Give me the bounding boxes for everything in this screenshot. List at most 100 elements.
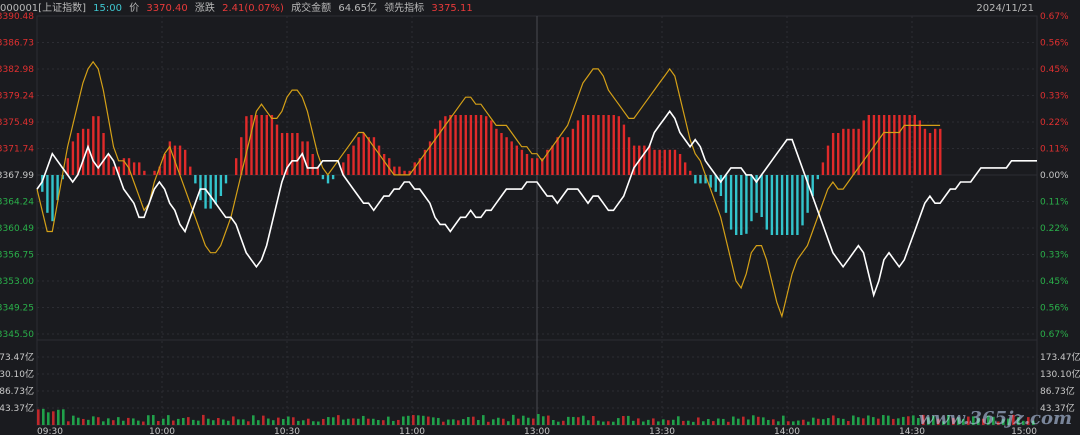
y-tick-label: 3382.98 bbox=[0, 65, 34, 75]
volume-bar bbox=[347, 418, 350, 425]
divergence-bar bbox=[393, 166, 396, 175]
divergence-bar bbox=[801, 175, 804, 226]
volume-bar bbox=[527, 417, 530, 425]
volume-bar bbox=[667, 420, 670, 425]
volume-bar bbox=[187, 417, 190, 425]
divergence-bar bbox=[245, 116, 248, 175]
volume-bar bbox=[652, 418, 655, 425]
divergence-bar bbox=[898, 115, 901, 175]
divergence-bar bbox=[740, 175, 743, 235]
divergence-bar bbox=[479, 115, 483, 175]
divergence-bar bbox=[280, 133, 284, 175]
divergence-bar bbox=[474, 115, 478, 175]
volume-bar bbox=[1007, 418, 1010, 425]
volume-bar bbox=[752, 415, 755, 425]
volume-bar bbox=[962, 419, 965, 425]
volume-bar bbox=[357, 418, 360, 425]
volume-bar bbox=[917, 418, 920, 425]
volume-bar bbox=[642, 421, 645, 425]
divergence-bar bbox=[76, 133, 80, 175]
volume-bar bbox=[827, 418, 830, 425]
divergence-bar bbox=[852, 128, 855, 175]
divergence-bar bbox=[525, 154, 529, 175]
volume-bar bbox=[212, 420, 215, 425]
volume-bar bbox=[747, 419, 750, 425]
divergence-bar bbox=[602, 115, 605, 175]
volume-bar bbox=[92, 416, 95, 425]
volume-bar bbox=[307, 418, 310, 425]
volume-bar bbox=[252, 415, 255, 425]
volume-bar bbox=[662, 419, 665, 425]
volume-bar bbox=[37, 409, 40, 425]
volume-bar bbox=[602, 421, 605, 425]
volume-bar bbox=[707, 419, 710, 425]
divergence-bar bbox=[444, 116, 447, 175]
volume-bar bbox=[482, 415, 485, 425]
volume-bar bbox=[607, 421, 610, 425]
volume-bar bbox=[882, 415, 885, 425]
y-tick-label-right: 0.67% bbox=[1040, 330, 1069, 340]
volume-bar bbox=[892, 418, 895, 425]
volume-bar bbox=[952, 417, 955, 425]
divergence-bar bbox=[908, 115, 911, 175]
y-tick-label: 3364.24 bbox=[0, 198, 34, 208]
divergence-bar bbox=[362, 133, 365, 175]
divergence-bar bbox=[326, 175, 330, 184]
divergence-bar bbox=[250, 115, 253, 175]
y-tick-label: 3379.24 bbox=[0, 92, 34, 102]
divergence-bar bbox=[342, 162, 345, 175]
y-tick-label: 3390.48 bbox=[0, 12, 34, 22]
volume-bar bbox=[782, 415, 785, 425]
volume-bar bbox=[537, 414, 540, 425]
volume-bar bbox=[907, 416, 910, 425]
price-label: 价 bbox=[129, 3, 140, 14]
quote-header: 000001[上证指数] 15:00 价 3370.40 涨跌 2.41(0.0… bbox=[0, 0, 1080, 18]
volume-bar bbox=[1017, 417, 1020, 425]
change-value: 2.41(0.07%) bbox=[222, 3, 284, 14]
divergence-bar bbox=[786, 175, 789, 235]
volume-bar bbox=[207, 418, 210, 425]
change-label: 涨跌 bbox=[194, 3, 215, 14]
divergence-bar bbox=[663, 149, 666, 175]
volume-bar bbox=[787, 421, 790, 425]
divergence-bar bbox=[484, 116, 488, 175]
volume-bar bbox=[742, 416, 745, 425]
divergence-bar bbox=[204, 175, 207, 209]
y-tick-label: 3349.25 bbox=[0, 304, 34, 314]
volume-bar bbox=[717, 418, 720, 425]
divergence-bar bbox=[352, 145, 355, 175]
divergence-bar bbox=[581, 115, 585, 175]
volume-bar bbox=[842, 418, 845, 425]
divergence-bar bbox=[928, 133, 932, 175]
divergence-bar bbox=[219, 175, 223, 196]
divergence-bar bbox=[224, 175, 228, 184]
volume-bar bbox=[412, 415, 415, 425]
volume-bar bbox=[277, 417, 280, 425]
volume-bar bbox=[927, 417, 930, 425]
divergence-bar bbox=[454, 115, 457, 175]
volume-bar bbox=[532, 418, 535, 425]
x-tick-label: 11:00 bbox=[399, 427, 425, 435]
volume-bar bbox=[327, 417, 330, 425]
volume-bar bbox=[437, 417, 440, 425]
divergence-bar bbox=[449, 115, 452, 175]
volume-bar bbox=[367, 418, 370, 425]
volume-bar bbox=[517, 418, 520, 425]
divergence-bar bbox=[592, 115, 595, 175]
divergence-bar bbox=[821, 162, 825, 175]
divergence-bar bbox=[913, 115, 916, 175]
divergence-bar bbox=[867, 115, 871, 175]
divergence-bar bbox=[428, 141, 432, 175]
divergence-bar bbox=[275, 124, 279, 175]
divergence-bar bbox=[500, 133, 503, 175]
divergence-bar bbox=[143, 170, 146, 175]
volume-bar bbox=[967, 416, 970, 425]
divergence-bar bbox=[158, 166, 161, 175]
divergence-bar bbox=[571, 128, 575, 175]
divergence-bar bbox=[530, 158, 534, 175]
y-tick-label-right: 0.33% bbox=[1040, 92, 1069, 102]
divergence-bar bbox=[520, 149, 524, 175]
volume-bar bbox=[282, 419, 285, 425]
